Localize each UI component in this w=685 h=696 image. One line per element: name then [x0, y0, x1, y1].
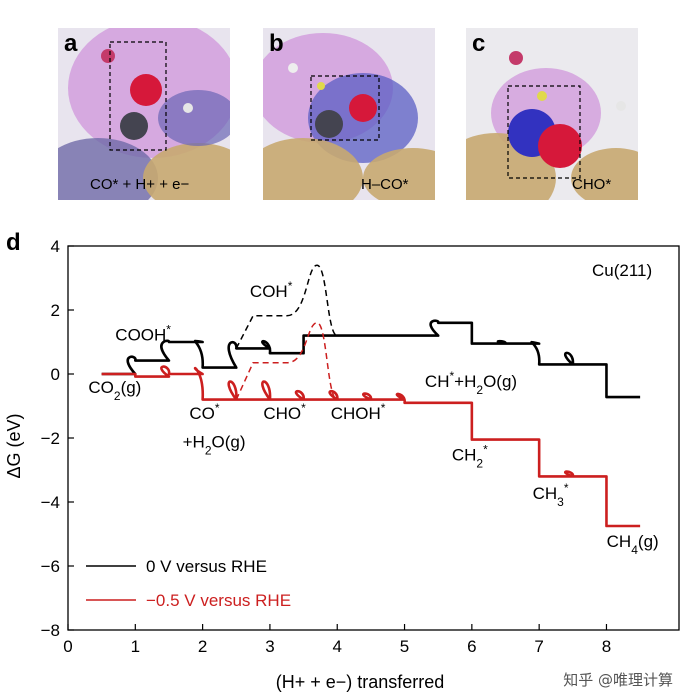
x-tick-label: 1 — [131, 637, 140, 656]
panel-b-label: b — [269, 30, 284, 57]
panel-c-image: c CHO* — [466, 28, 638, 200]
y-tick-label: −4 — [41, 493, 60, 512]
annotation-label: CH2* — [452, 442, 488, 470]
annotation-label: +H2O(g) — [183, 433, 246, 458]
panel-b-image: b H–CO* — [263, 28, 435, 200]
annotation-label: CHOH* — [331, 401, 386, 423]
x-tick-label: 0 — [63, 637, 72, 656]
y-tick-label: 0 — [51, 365, 60, 384]
annotation-label: CH3* — [533, 481, 569, 509]
annotation-label: CH*+H2O(g) — [425, 369, 517, 397]
x-tick-label: 6 — [467, 637, 476, 656]
x-tick-label: 2 — [198, 637, 207, 656]
series-line-0 — [101, 319, 641, 399]
y-tick-label: 4 — [51, 237, 60, 256]
panel-c-rendering — [466, 28, 638, 200]
x-tick-label: 7 — [534, 637, 543, 656]
x-axis-label: (H+ + e−) transferred — [276, 672, 445, 692]
panel-b-rendering — [263, 28, 435, 200]
panel-a-label: a — [64, 30, 78, 57]
annotation-label: CO2(g) — [88, 378, 141, 403]
annotation-label: COOH* — [115, 322, 171, 344]
panel-d-label: d — [6, 229, 21, 256]
legend: 0 V versus RHE −0.5 V versus RHE — [86, 557, 291, 610]
annotation-label: CH4(g) — [607, 532, 659, 557]
legend-label: −0.5 V versus RHE — [146, 591, 291, 610]
y-tick-label: −2 — [41, 429, 60, 448]
x-tick-label: 3 — [265, 637, 274, 656]
series-line-1 — [101, 365, 641, 528]
panel-a-rendering — [58, 28, 230, 200]
annotation-label: CO* — [189, 401, 220, 423]
annotation-label: CHO* — [263, 401, 306, 423]
panel-a-image: a CO* + H+ + e− — [58, 28, 230, 200]
watermark: 知乎 @唯理计算 — [563, 671, 673, 689]
panel-c-caption: CHO* — [572, 176, 612, 193]
annotation-label: COH* — [250, 279, 293, 301]
panel-a-caption: CO* + H+ + e− — [90, 176, 190, 193]
axes: 0 1 2 3 4 5 6 7 8 4 2 0 −2 −4 −6 −8 — [41, 237, 680, 656]
x-tick-label: 4 — [332, 637, 341, 656]
y-tick-label: 2 — [51, 301, 60, 320]
panel-b-caption: H–CO* — [361, 176, 409, 193]
y-tick-label: −6 — [41, 557, 60, 576]
chart-marks — [101, 264, 641, 528]
chart-labels: COOH* COH* CO2(g) CO* +H2O(g) CHO* CHOH* CH*+H2… — [88, 279, 658, 557]
panel-c-label: c — [472, 30, 486, 57]
facet-label: Cu(211) — [592, 261, 652, 280]
x-tick-label: 8 — [602, 637, 611, 656]
y-tick-label: −8 — [41, 621, 60, 640]
y-axis-label: ΔG (eV) — [4, 413, 24, 478]
legend-label: 0 V versus RHE — [146, 557, 267, 576]
alt-path-0 — [235, 264, 338, 349]
x-tick-label: 5 — [400, 637, 409, 656]
alt-path-1 — [235, 322, 338, 401]
